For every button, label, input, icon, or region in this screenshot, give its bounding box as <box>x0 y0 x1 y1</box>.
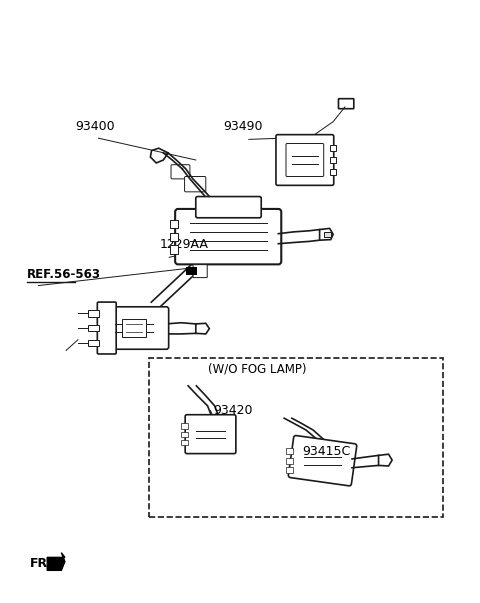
Text: 93420: 93420 <box>214 404 253 417</box>
FancyBboxPatch shape <box>171 165 190 179</box>
Bar <box>170 219 178 228</box>
Bar <box>286 467 293 473</box>
Polygon shape <box>320 229 333 240</box>
Polygon shape <box>47 553 65 570</box>
Text: 1229AA: 1229AA <box>159 238 208 251</box>
Text: (W/O FOG LAMP): (W/O FOG LAMP) <box>207 362 306 375</box>
Bar <box>149 358 444 517</box>
Bar <box>181 432 188 437</box>
FancyBboxPatch shape <box>185 177 206 192</box>
Bar <box>88 310 98 317</box>
Polygon shape <box>379 454 392 466</box>
Bar <box>330 145 336 151</box>
FancyBboxPatch shape <box>97 302 116 354</box>
Bar <box>170 233 178 241</box>
Polygon shape <box>196 323 209 334</box>
FancyBboxPatch shape <box>338 99 354 109</box>
Bar <box>88 325 98 331</box>
FancyBboxPatch shape <box>185 415 236 453</box>
Text: REF.56-563: REF.56-563 <box>26 268 101 281</box>
FancyBboxPatch shape <box>99 307 168 349</box>
Bar <box>181 423 188 429</box>
Text: 93490: 93490 <box>223 121 263 133</box>
Bar <box>324 232 331 237</box>
Text: FR.: FR. <box>29 557 53 570</box>
Bar <box>122 318 145 338</box>
FancyBboxPatch shape <box>193 265 207 277</box>
Bar <box>286 449 293 454</box>
Bar <box>88 339 98 346</box>
Polygon shape <box>150 148 168 163</box>
FancyBboxPatch shape <box>175 209 281 264</box>
Bar <box>286 458 293 464</box>
FancyBboxPatch shape <box>286 144 324 177</box>
Bar <box>186 267 197 275</box>
FancyBboxPatch shape <box>276 134 334 185</box>
Bar <box>330 157 336 163</box>
Text: 93415C: 93415C <box>302 446 350 458</box>
FancyBboxPatch shape <box>196 197 261 218</box>
FancyBboxPatch shape <box>288 435 357 486</box>
Bar <box>330 169 336 175</box>
Bar <box>181 440 188 445</box>
Circle shape <box>209 247 218 256</box>
Bar <box>170 245 178 254</box>
Text: 93400: 93400 <box>76 121 115 133</box>
